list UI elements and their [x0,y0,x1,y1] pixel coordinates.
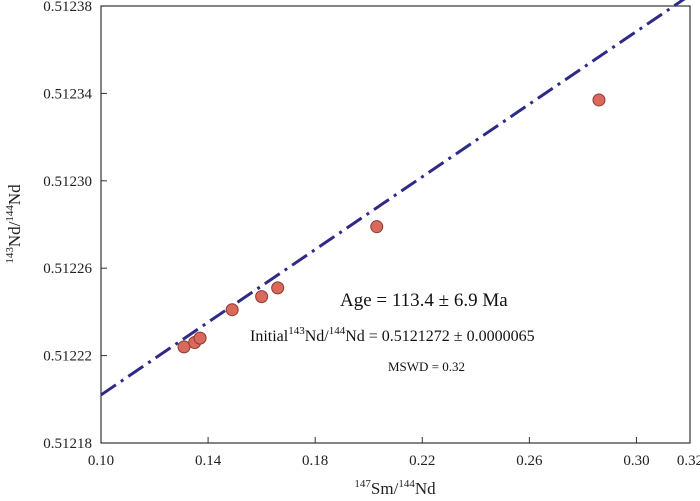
data-point [225,303,239,317]
data-point [370,220,384,234]
y-axis-title: 143Nd/144Nd [4,184,24,264]
x-tick-label: 0.18 [302,453,328,469]
y-tick-label: 0.51222 [43,349,92,365]
data-point [271,281,285,295]
isochron-line [100,0,686,397]
x-tick-label: 0.32 [677,453,700,469]
data-point [193,331,207,345]
x-tick-label: 0.14 [195,453,222,469]
y-tick-label: 0.51218 [43,436,92,452]
age-annotation: Age = 113.4 ± 6.9 Ma [340,290,508,311]
y-tick-label: 0.51226 [43,261,92,277]
axis-ticks [100,5,691,444]
data-point [177,340,191,354]
y-tick-label: 0.51230 [43,174,92,190]
x-tick-label: 0.30 [623,453,649,469]
data-point [255,290,269,304]
mswd-annotation: MSWD = 0.32 [388,359,465,374]
plot-frame [100,5,691,444]
initial-ratio-annotation: Initial143Nd/144Nd = 0.5121272 ± 0.00000… [250,325,535,345]
y-tick-label: 0.51238 [43,0,92,15]
x-tick-label: 0.22 [409,453,435,469]
x-tick-label: 0.10 [88,453,114,469]
y-tick-label: 0.51234 [43,86,92,102]
x-axis-title: 147Sm/144Nd [354,478,436,498]
data-points [177,93,606,354]
x-tick-labels: 0.10 0.14 0.18 0.22 0.26 0.30 0.32 [88,453,700,469]
x-tick-label: 0.26 [516,453,543,469]
y-tick-labels: 0.51218 0.51222 0.51226 0.51230 0.51234 0.512… [43,0,92,452]
data-point [592,93,606,107]
